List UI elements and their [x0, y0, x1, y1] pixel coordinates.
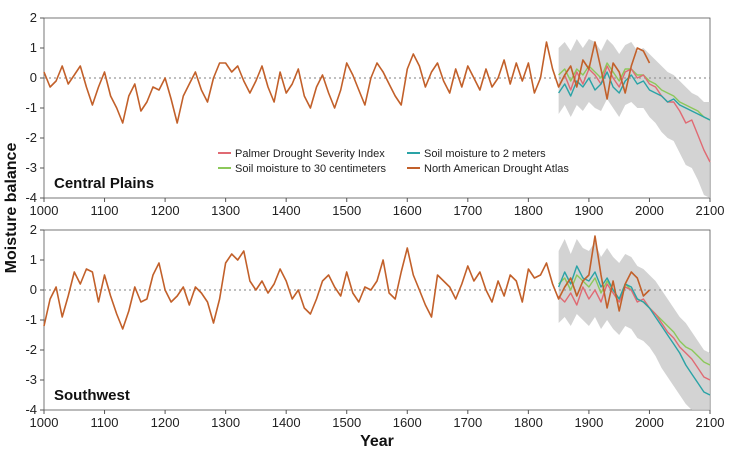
x-tick-label: 1900 [574, 415, 603, 430]
panel-label: Central Plains [54, 175, 154, 192]
y-tick-label: -3 [25, 372, 37, 387]
x-tick-label: 1600 [393, 203, 422, 218]
uncertainty-band [558, 39, 710, 198]
series-nada [43, 41, 651, 124]
legend-label: Soil moisture to 30 centimeters [235, 163, 387, 175]
x-tick-label: 2100 [696, 203, 725, 218]
y-tick-label: 1 [30, 40, 37, 55]
y-tick-label: -1 [25, 312, 37, 327]
legend-item-nada: North American Drought Atlas [407, 163, 569, 175]
series-nada [43, 235, 651, 330]
x-tick-label: 1700 [453, 415, 482, 430]
x-tick-label: 1400 [272, 415, 301, 430]
series-soil-moisture-2m [557, 265, 711, 396]
y-tick-label: 2 [30, 222, 37, 237]
x-tick-label: 1300 [211, 203, 240, 218]
x-tick-label: 1400 [272, 203, 301, 218]
panel-southwest: -4 -3 -2 -1 0 1 2 1000 1100 1200 1300 1400 1500 1600 1… [25, 222, 724, 430]
x-tick-label: 1200 [151, 415, 180, 430]
x-tick-label: 1600 [393, 415, 422, 430]
y-tick-label: -1 [25, 100, 37, 115]
x-tick-label: 1900 [574, 203, 603, 218]
y-tick-label: -4 [25, 402, 37, 417]
series-pdsi [558, 283, 711, 381]
x-tick-label: 1200 [151, 203, 180, 218]
x-tick-label: 1500 [332, 203, 361, 218]
panel-label: Southwest [54, 387, 130, 404]
legend-item-sm2m: Soil moisture to 2 meters [407, 148, 546, 160]
x-tick-label: 2100 [696, 415, 725, 430]
x-tick-label: 1300 [211, 415, 240, 430]
x-tick-label: 1800 [514, 203, 543, 218]
y-tick-label: 1 [30, 252, 37, 267]
y-tick-label: -4 [25, 190, 37, 205]
legend-label: North American Drought Atlas [424, 163, 569, 175]
x-axis-title: Year [360, 433, 394, 450]
series-pdsi [557, 65, 711, 163]
legend-label: Palmer Drought Severity Index [235, 148, 385, 160]
legend-label: Soil moisture to 2 meters [424, 148, 546, 160]
uncertainty-band [558, 239, 710, 410]
y-tick-label: -3 [25, 160, 37, 175]
y-tick-label: 2 [30, 10, 37, 25]
y-tick-label: 0 [30, 70, 37, 85]
x-tick-label: 1100 [91, 415, 119, 430]
x-tick-label: 1100 [91, 203, 119, 218]
legend-item-sm30: Soil moisture to 30 centimeters [218, 163, 387, 175]
y-tick-label: 0 [30, 282, 37, 297]
y-tick-label: -2 [25, 130, 37, 145]
panel-central-plains: -4 -3 -2 -1 0 1 2 1000 1100 1200 1300 1400 1500 1600 1… [25, 10, 724, 218]
legend-item-pdsi: Palmer Drought Severity Index [218, 148, 385, 160]
legend: Palmer Drought Severity Index Soil moistu… [218, 148, 569, 175]
x-tick-label: 1000 [30, 415, 59, 430]
x-tick-label: 2000 [635, 415, 664, 430]
y-axis-title: Moisture balance [3, 143, 20, 274]
series-soil-moisture-2m [558, 71, 711, 121]
x-tick-label: 1700 [453, 203, 482, 218]
y-tick-label: -2 [25, 342, 37, 357]
x-tick-label: 1800 [514, 415, 543, 430]
x-tick-label: 2000 [635, 203, 664, 218]
series-soil-moisture-30cm [558, 62, 711, 121]
x-tick-label: 1000 [30, 203, 59, 218]
x-tick-label: 1500 [332, 415, 361, 430]
